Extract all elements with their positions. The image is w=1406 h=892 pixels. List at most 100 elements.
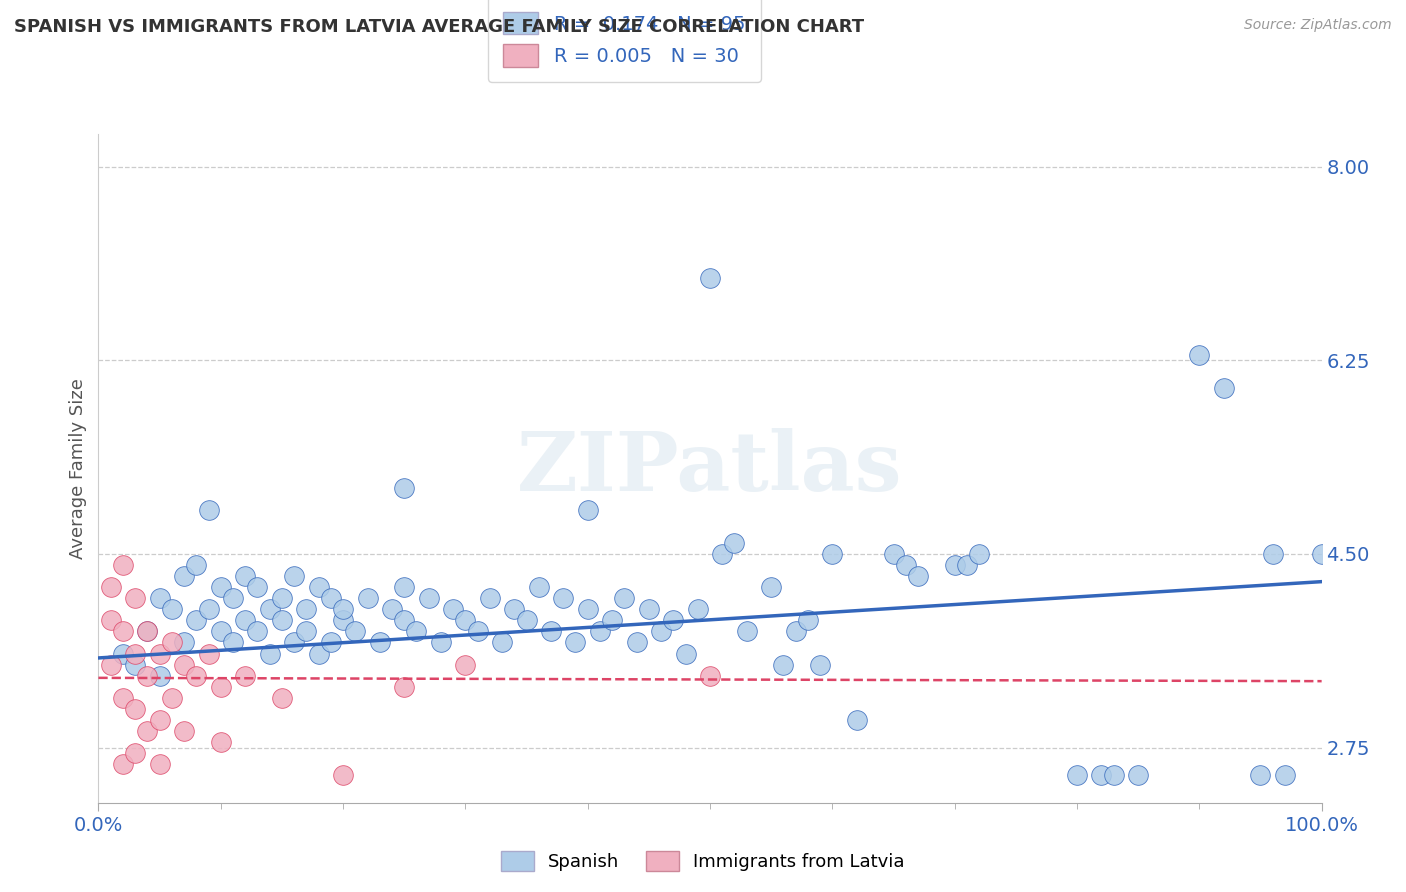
Point <box>735 624 758 639</box>
Point <box>173 635 195 649</box>
Point <box>222 635 245 649</box>
Point <box>797 613 820 627</box>
Point <box>808 657 831 672</box>
Point <box>295 624 318 639</box>
Point <box>186 613 208 627</box>
Point <box>405 624 427 639</box>
Point <box>209 680 232 694</box>
Point <box>907 569 929 583</box>
Point <box>173 569 195 583</box>
Point <box>553 591 575 606</box>
Point <box>1090 768 1112 782</box>
Point <box>723 536 745 550</box>
Point <box>1274 768 1296 782</box>
Point <box>270 591 294 606</box>
Point <box>589 624 612 639</box>
Point <box>821 547 844 561</box>
Point <box>662 613 685 627</box>
Point <box>149 591 172 606</box>
Point <box>883 547 905 561</box>
Point <box>173 723 195 738</box>
Point <box>1188 348 1211 362</box>
Point <box>1102 768 1125 782</box>
Point <box>209 735 232 749</box>
Point <box>650 624 672 639</box>
Point <box>540 624 562 639</box>
Point <box>515 613 537 627</box>
Point <box>478 591 501 606</box>
Point <box>319 591 342 606</box>
Point <box>111 624 134 639</box>
Point <box>332 768 354 782</box>
Point <box>675 647 697 661</box>
Point <box>124 647 146 661</box>
Point <box>197 502 219 516</box>
Point <box>894 558 917 572</box>
Point <box>136 624 159 639</box>
Point <box>173 657 195 672</box>
Point <box>259 602 281 616</box>
Point <box>956 558 979 572</box>
Point <box>332 613 354 627</box>
Point <box>124 591 146 606</box>
Point <box>845 713 868 727</box>
Point <box>111 690 134 705</box>
Point <box>392 680 416 694</box>
Point <box>344 624 367 639</box>
Point <box>699 270 721 285</box>
Point <box>124 657 146 672</box>
Point <box>381 602 404 616</box>
Point <box>967 547 990 561</box>
Point <box>246 580 269 594</box>
Point <box>1310 547 1333 561</box>
Legend: R =  0.174   N = 95, R = 0.005   N = 30: R = 0.174 N = 95, R = 0.005 N = 30 <box>488 0 761 82</box>
Point <box>246 624 269 639</box>
Point <box>233 613 256 627</box>
Point <box>233 569 256 583</box>
Point <box>503 602 526 616</box>
Point <box>1128 768 1150 782</box>
Point <box>149 647 172 661</box>
Point <box>1249 768 1271 782</box>
Text: ZIPatlas: ZIPatlas <box>517 428 903 508</box>
Point <box>186 558 208 572</box>
Point <box>761 580 783 594</box>
Point <box>638 602 661 616</box>
Point <box>491 635 513 649</box>
Point <box>100 580 122 594</box>
Point <box>270 613 294 627</box>
Point <box>576 602 599 616</box>
Point <box>772 657 794 672</box>
Point <box>222 591 245 606</box>
Point <box>197 602 219 616</box>
Point <box>1066 768 1088 782</box>
Point <box>209 624 232 639</box>
Point <box>454 657 477 672</box>
Point <box>785 624 807 639</box>
Point <box>160 602 183 616</box>
Point <box>1212 381 1234 395</box>
Point <box>149 668 172 682</box>
Point <box>209 580 232 594</box>
Point <box>124 702 146 716</box>
Point <box>576 502 599 516</box>
Point <box>527 580 550 594</box>
Point <box>149 757 172 772</box>
Point <box>111 757 134 772</box>
Point <box>295 602 318 616</box>
Point <box>136 668 159 682</box>
Point <box>600 613 623 627</box>
Point <box>392 481 416 495</box>
Point <box>233 668 256 682</box>
Point <box>259 647 281 661</box>
Point <box>111 558 134 572</box>
Point <box>699 668 721 682</box>
Point <box>149 713 172 727</box>
Point <box>686 602 709 616</box>
Point <box>186 668 208 682</box>
Point <box>160 635 183 649</box>
Point <box>430 635 453 649</box>
Point <box>626 635 648 649</box>
Point <box>283 569 305 583</box>
Point <box>100 657 122 672</box>
